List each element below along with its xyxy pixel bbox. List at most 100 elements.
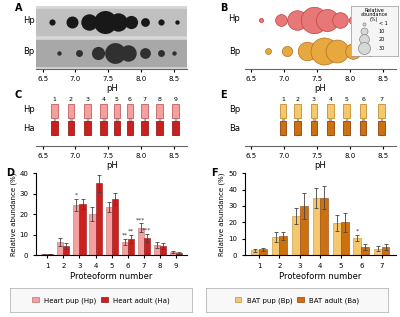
Bar <box>41 254 47 255</box>
Bar <box>54 105 55 135</box>
X-axis label: pH: pH <box>106 161 118 170</box>
Bar <box>138 228 144 255</box>
Bar <box>280 104 286 118</box>
Text: D: D <box>6 168 14 178</box>
Bar <box>170 252 176 255</box>
Text: Ha: Ha <box>23 124 34 133</box>
Text: 6: 6 <box>128 97 132 102</box>
Bar <box>154 245 160 255</box>
Bar <box>172 104 179 118</box>
Point <box>284 49 291 54</box>
Point <box>125 50 131 55</box>
Point <box>350 17 356 23</box>
Point <box>304 49 310 54</box>
Bar <box>259 249 267 255</box>
Point <box>112 50 118 55</box>
Bar <box>122 242 128 255</box>
Legend: BAT pup (Bp), BAT adult (Ba): BAT pup (Bp), BAT adult (Ba) <box>234 296 360 304</box>
Bar <box>360 121 366 135</box>
Text: B: B <box>220 3 228 13</box>
Bar <box>90 214 96 255</box>
Point <box>174 19 180 24</box>
Point <box>141 50 148 55</box>
Text: 4: 4 <box>328 97 332 102</box>
Bar <box>251 250 259 255</box>
Point <box>334 49 340 54</box>
Text: Hp: Hp <box>23 16 34 25</box>
Bar <box>100 104 107 118</box>
Bar <box>378 121 385 135</box>
Bar <box>362 105 364 135</box>
Y-axis label: Relative abundance (%): Relative abundance (%) <box>219 172 225 256</box>
Bar <box>127 104 133 118</box>
Text: 3: 3 <box>85 97 89 102</box>
Bar <box>175 105 176 135</box>
Text: 9: 9 <box>174 97 178 102</box>
Bar <box>313 105 314 135</box>
Text: 7: 7 <box>142 97 146 102</box>
Bar <box>144 105 145 135</box>
Bar <box>296 105 298 135</box>
Text: *: * <box>356 229 359 234</box>
Point <box>95 50 102 55</box>
Bar <box>68 104 74 118</box>
Bar <box>51 121 58 135</box>
Text: 8: 8 <box>158 97 162 102</box>
Bar <box>144 238 150 255</box>
Bar <box>70 105 72 135</box>
Point <box>310 17 317 23</box>
Bar <box>112 199 118 255</box>
X-axis label: Proteoform number: Proteoform number <box>70 272 153 281</box>
Bar <box>116 105 118 135</box>
Text: 7: 7 <box>380 97 384 102</box>
Bar <box>327 104 334 118</box>
Bar <box>80 204 86 255</box>
Y-axis label: Relative abundance (%): Relative abundance (%) <box>10 172 16 256</box>
Bar <box>280 236 287 255</box>
Point <box>294 17 300 23</box>
Text: *: * <box>75 193 78 198</box>
X-axis label: pH: pH <box>314 161 326 170</box>
Text: 5: 5 <box>345 97 349 102</box>
Point <box>158 50 164 55</box>
Bar <box>292 216 300 255</box>
Bar <box>341 222 348 255</box>
Bar <box>57 242 63 255</box>
Bar <box>156 104 163 118</box>
Text: E: E <box>220 90 227 100</box>
Bar <box>378 104 385 118</box>
Text: 3: 3 <box>312 97 316 102</box>
Bar <box>310 121 317 135</box>
Bar <box>86 105 88 135</box>
Point <box>320 49 327 54</box>
Bar <box>141 121 148 135</box>
Point <box>56 50 62 55</box>
Bar <box>114 121 120 135</box>
Bar <box>100 121 107 135</box>
Bar <box>129 105 131 135</box>
Text: Ba: Ba <box>229 124 240 133</box>
Bar <box>103 105 104 135</box>
Bar <box>172 121 179 135</box>
Point <box>380 49 386 54</box>
Text: 1: 1 <box>52 97 56 102</box>
Point <box>128 19 134 24</box>
Text: A: A <box>15 3 22 13</box>
Bar <box>294 121 301 135</box>
Text: Bp: Bp <box>229 47 240 56</box>
Text: Hp: Hp <box>228 14 240 23</box>
Point <box>258 17 264 23</box>
Text: 2: 2 <box>69 97 73 102</box>
Bar <box>114 104 120 118</box>
Point <box>49 19 56 24</box>
Point <box>171 50 177 55</box>
Point <box>264 49 271 54</box>
Text: Hp: Hp <box>23 105 34 114</box>
Point <box>69 19 75 24</box>
Bar <box>63 246 70 255</box>
Text: 4: 4 <box>102 97 106 102</box>
Bar <box>51 104 58 118</box>
Point <box>278 17 284 23</box>
Bar <box>96 183 102 255</box>
Point <box>366 49 373 54</box>
